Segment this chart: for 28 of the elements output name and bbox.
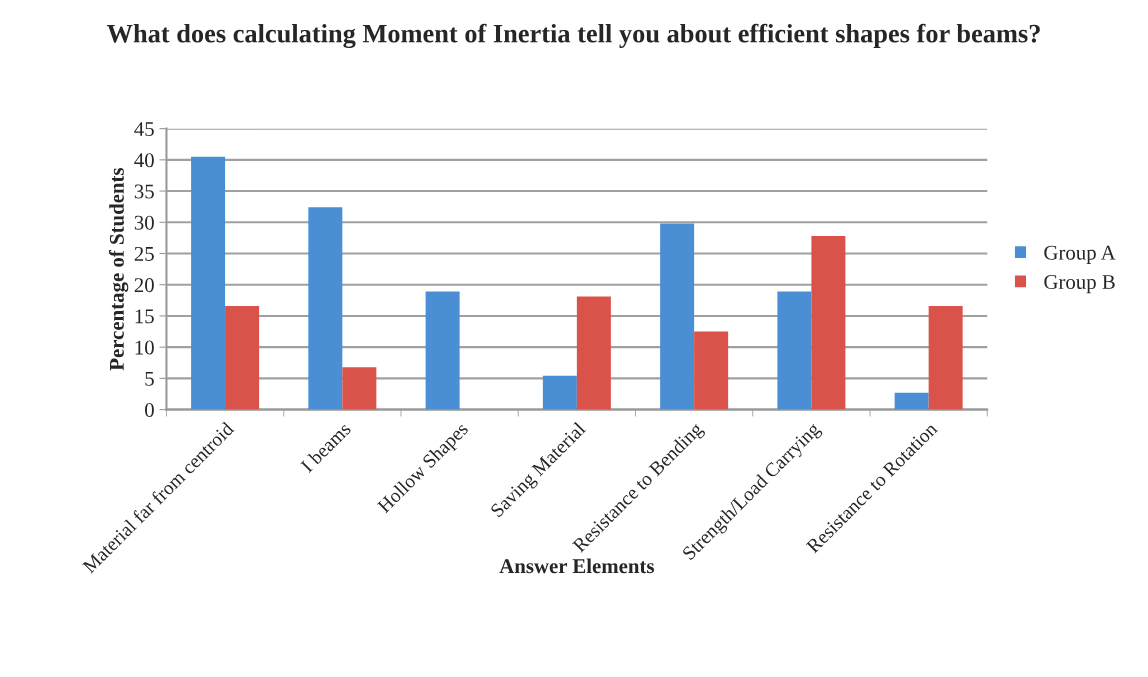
y-tick-label: 10 xyxy=(135,340,154,355)
bar xyxy=(694,331,729,410)
y-tick-label: 40 xyxy=(134,153,154,168)
chart-title: What does calculating Moment of Inertia tell you about efficient shapes for beams? xyxy=(106,23,1040,49)
y-tick-label: 0 xyxy=(145,402,154,418)
y-tick-label: 15 xyxy=(135,309,154,324)
y-tick-label: 45 xyxy=(134,122,154,137)
bar xyxy=(342,367,377,410)
legend-label: Group B xyxy=(1044,274,1115,294)
bar xyxy=(308,207,343,410)
bar xyxy=(660,223,695,410)
bar xyxy=(225,305,260,410)
legend-label: Group A xyxy=(1044,245,1116,264)
y-axis-title: Percentage of Students xyxy=(109,167,129,371)
x-axis-title: Answer Elements xyxy=(499,558,654,574)
bar xyxy=(811,236,846,410)
bar xyxy=(777,291,812,410)
bar xyxy=(191,156,226,410)
bar xyxy=(425,291,460,410)
bar xyxy=(894,392,929,410)
bar xyxy=(542,375,577,410)
y-tick-label: 5 xyxy=(145,371,154,386)
y-tick-label: 30 xyxy=(134,215,154,230)
y-tick-label: 20 xyxy=(134,278,154,293)
bar xyxy=(576,296,611,410)
bar xyxy=(928,305,963,410)
y-tick-label: 25 xyxy=(134,246,154,261)
y-tick-label: 35 xyxy=(134,184,154,199)
